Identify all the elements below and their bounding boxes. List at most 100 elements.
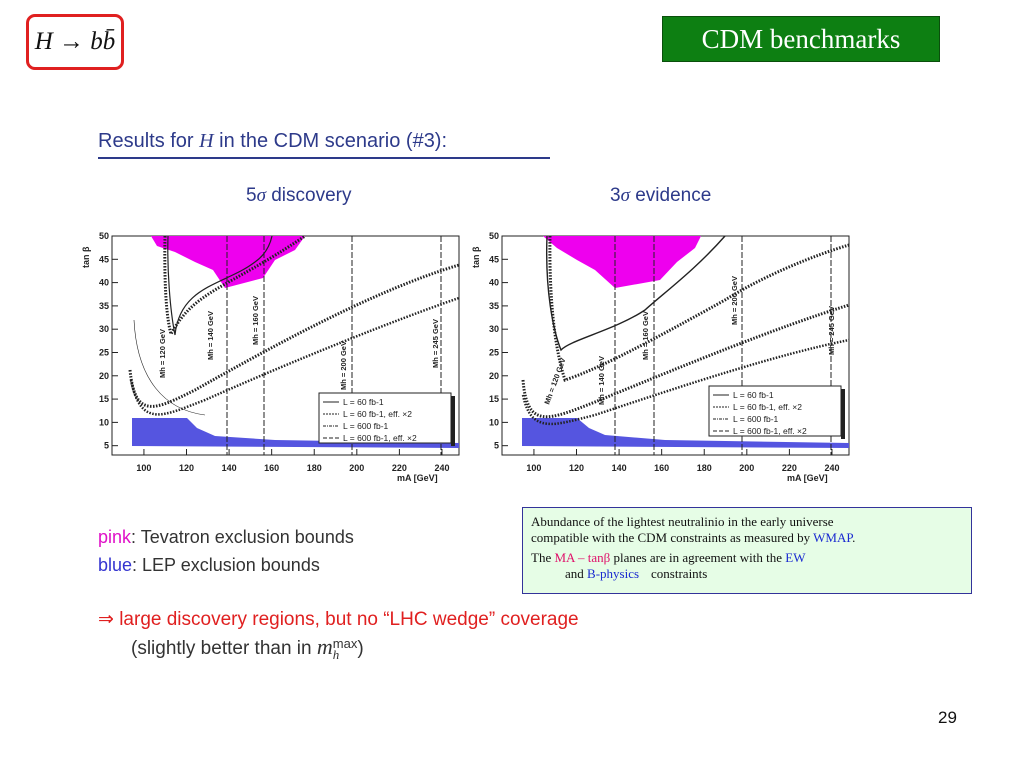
blue-legend-line: blue: LEP exclusion bounds [98, 555, 320, 576]
mh-label-200: Mh = 200 GeV [339, 341, 348, 390]
x-tick-label: 120 [179, 463, 194, 473]
y-tick-label: 50 [99, 231, 109, 241]
cdm-benchmarks-badge: CDM benchmarks [662, 16, 940, 62]
mh-label-140: Mh = 140 GeV [597, 356, 606, 405]
y-tick-label: 5 [104, 441, 109, 451]
mh-subscript: h [332, 646, 340, 662]
plot-title-discovery: 5σ discovery [246, 185, 351, 207]
y-tick-label: 15 [99, 394, 109, 404]
legend-entry-3: L = 600 fb-1, eff. ×2 [733, 426, 807, 436]
results-title-prefix: Results for [98, 130, 200, 152]
plot-title-evidence: 3σ evidence [610, 185, 711, 207]
y-tick-label: 50 [489, 231, 499, 241]
plot-title-num: 3 [610, 185, 621, 206]
curve-600fb [128, 263, 460, 408]
mh-curve-120 [133, 319, 206, 416]
y-axis-label: tan β [81, 246, 91, 268]
note-and: and [565, 566, 588, 581]
note-period: . [852, 530, 856, 545]
curve-60fb-eff [129, 296, 460, 416]
pink-description: : Tevatron exclusion bounds [131, 527, 354, 547]
plot-title-sigma: σ [256, 185, 266, 206]
y-axis-label: tan β [471, 246, 481, 268]
legend-entry-1: L = 60 fb-1, eff. ×2 [343, 409, 412, 419]
mh-label-120: Mh = 120 GeV [158, 329, 167, 378]
x-tick-label: 140 [222, 463, 237, 473]
x-axis-label: mA [GeV] [397, 473, 438, 483]
subline-prefix: (slightly better than in [131, 638, 317, 659]
y-tick-label: 35 [99, 301, 109, 311]
x-axis-label: mA [GeV] [787, 473, 828, 483]
x-tick-label: 180 [307, 463, 322, 473]
y-tick-label: 5 [494, 441, 499, 451]
curve-600fb-eff [163, 234, 306, 338]
process-formula-box: H → bb̄ [26, 14, 124, 70]
discovery-plot: Mh = 120 GeV Mh = 140 GeV Mh = 160 GeV M… [81, 231, 460, 483]
note-constraints: constraints [651, 566, 708, 581]
x-tick-label: 140 [612, 463, 627, 473]
conclusion-subline: (slightly better than in m max h) [131, 634, 364, 662]
x-tick-label: 220 [782, 463, 797, 473]
pink-legend-line: pink: Tevatron exclusion bounds [98, 527, 354, 548]
ma-dash: – [574, 550, 588, 565]
results-underline [98, 157, 550, 159]
y-tick-labels: 5 10 15 20 25 30 35 40 45 50 [99, 231, 118, 451]
y-tick-label: 45 [489, 254, 499, 264]
ma-term: MA [554, 550, 575, 565]
mh-superscript: max [332, 635, 358, 651]
note-line-3: The MA – tanβ planes are in agreement wi… [531, 550, 963, 566]
blue-description: : LEP exclusion bounds [132, 555, 320, 575]
pink-word: pink [98, 527, 132, 547]
y-tick-label: 40 [99, 278, 109, 288]
bphysics-term: B-physics [587, 566, 640, 581]
wmap-link: WMAP [813, 530, 853, 545]
ew-term: EW [785, 550, 806, 565]
plot-title-num: 5 [246, 185, 257, 206]
lep-exclusion-region [132, 418, 459, 448]
note-line-1: Abundance of the lightest neutralinio in… [531, 514, 834, 529]
y-tick-label: 30 [489, 324, 499, 334]
legend-entry-3: L = 600 fb-1, eff. ×2 [343, 433, 417, 443]
note-line-4: and B-physics constraints [531, 566, 963, 582]
badge-label: CDM benchmarks [701, 23, 901, 54]
plot-title-text: evidence [629, 185, 712, 206]
y-tick-label: 35 [489, 301, 499, 311]
results-title-suffix: in the CDM scenario (#3): [213, 130, 448, 152]
x-tick-label: 160 [264, 463, 279, 473]
note-line-2: compatible with the CDM constraints as m… [531, 530, 963, 546]
mh-label-200: Mh = 200 GeV [730, 276, 739, 325]
y-tick-label: 25 [99, 347, 109, 357]
plot-title-sigma: σ [620, 185, 630, 206]
y-tick-label: 40 [489, 278, 499, 288]
x-tick-labels: 100 120 140 160 180 200 220 240 [136, 449, 449, 473]
x-tick-label: 100 [526, 463, 541, 473]
results-title-var: H [199, 130, 214, 152]
x-tick-label: 240 [824, 463, 839, 473]
note-line-2-text: compatible with the CDM constraints as m… [531, 530, 814, 545]
process-formula: H → bb̄ [34, 28, 116, 55]
mh-label-245: Mh = 245 GeV [827, 306, 836, 355]
legend-entry-2: L = 600 fb-1 [343, 421, 389, 431]
legend-entry-0: L = 60 fb-1 [343, 397, 384, 407]
mh-label-160: Mh = 160 GeV [251, 296, 260, 345]
y-tick-labels: 5 10 15 20 25 30 35 40 45 50 [489, 231, 508, 451]
evidence-plot: Mh = 120 GeV Mh = 140 GeV Mh = 160 GeV M… [471, 231, 850, 483]
tanb-term: tanβ [587, 550, 611, 565]
curve-60fb-eff [521, 338, 850, 426]
curve-600fb [521, 303, 850, 419]
plot-legend [708, 385, 842, 437]
legend-entry-1: L = 60 fb-1, eff. ×2 [733, 402, 802, 412]
y-tick-label: 20 [99, 371, 109, 381]
legend-entry-2: L = 600 fb-1 [733, 414, 779, 424]
plot-legend [318, 392, 452, 444]
conclusion-line: ⇒ large discovery regions, but no “LHC w… [98, 609, 579, 630]
plot-title-text: discovery [265, 185, 352, 206]
y-tick-label: 10 [489, 417, 499, 427]
x-tick-label: 100 [136, 463, 151, 473]
curve-600fb-eff [548, 235, 850, 382]
x-tick-label: 180 [697, 463, 712, 473]
y-tick-label: 20 [489, 371, 499, 381]
mh-label-160: Mh = 160 GeV [641, 311, 650, 360]
x-tick-label: 120 [569, 463, 584, 473]
x-tick-label: 220 [392, 463, 407, 473]
